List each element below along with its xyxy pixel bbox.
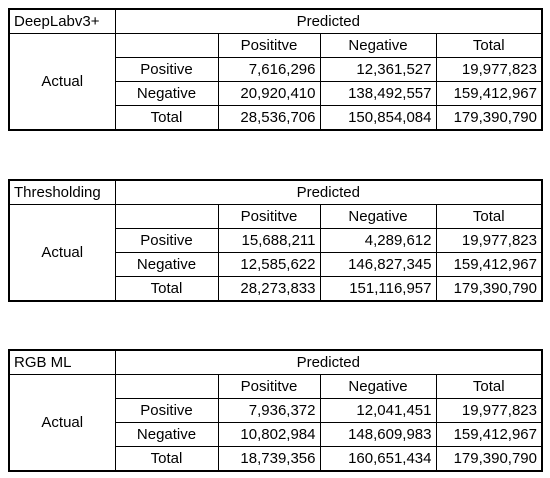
predicted-header: Predicted (114, 180, 543, 205)
cell-tn: 146,827,345 (319, 252, 437, 277)
col-header-positive: Posititve (217, 204, 321, 229)
row-header-positive: Positive (114, 57, 219, 82)
col-header-positive: Posititve (217, 374, 321, 399)
cell-total-actual-positive: 19,977,823 (435, 57, 543, 82)
cell-grand-total: 179,390,790 (435, 105, 543, 131)
method-name: Thresholding (8, 180, 116, 205)
empty-corner (114, 374, 219, 399)
row-header-total: Total (114, 446, 219, 472)
predicted-header: Predicted (114, 350, 543, 375)
actual-label: Actual (8, 374, 116, 472)
cell-total-actual-negative: 159,412,967 (435, 422, 543, 447)
col-header-positive: Posititve (217, 33, 321, 58)
cell-total-actual-negative: 159,412,967 (435, 81, 543, 106)
empty-corner (114, 204, 219, 229)
row-header-total: Total (114, 105, 219, 131)
row-header-negative: Negative (114, 252, 219, 277)
cell-tp: 15,688,211 (217, 228, 321, 253)
cell-fp: 10,802,984 (217, 422, 321, 447)
predicted-header: Predicted (114, 9, 543, 34)
cell-fn: 12,361,527 (319, 57, 437, 82)
cell-total-actual-negative: 159,412,967 (435, 252, 543, 277)
cell-tn: 148,609,983 (319, 422, 437, 447)
method-name: DeepLabv3+ (8, 9, 116, 34)
col-header-negative: Negative (319, 374, 437, 399)
col-header-negative: Negative (319, 33, 437, 58)
confusion-matrix-deeplabv3: DeepLabv3+ Predicted Actual Posititve Ne… (8, 8, 543, 131)
cell-total-pred-negative: 150,854,084 (319, 105, 437, 131)
cell-grand-total: 179,390,790 (435, 446, 543, 472)
row-header-positive: Positive (114, 398, 219, 423)
col-header-total: Total (435, 204, 543, 229)
cell-fp: 12,585,622 (217, 252, 321, 277)
cell-total-pred-positive: 28,536,706 (217, 105, 321, 131)
row-header-negative: Negative (114, 422, 219, 447)
cell-tp: 7,616,296 (217, 57, 321, 82)
col-header-negative: Negative (319, 204, 437, 229)
method-name: RGB ML (8, 350, 116, 375)
empty-corner (114, 33, 219, 58)
cell-total-actual-positive: 19,977,823 (435, 228, 543, 253)
col-header-total: Total (435, 33, 543, 58)
cell-fp: 20,920,410 (217, 81, 321, 106)
cell-grand-total: 179,390,790 (435, 276, 543, 302)
cell-total-pred-positive: 28,273,833 (217, 276, 321, 302)
cell-total-pred-negative: 151,116,957 (319, 276, 437, 302)
cell-tp: 7,936,372 (217, 398, 321, 423)
col-header-total: Total (435, 374, 543, 399)
actual-label: Actual (8, 33, 116, 131)
actual-label: Actual (8, 204, 116, 302)
cell-total-pred-negative: 160,651,434 (319, 446, 437, 472)
cell-total-actual-positive: 19,977,823 (435, 398, 543, 423)
cell-fn: 12,041,451 (319, 398, 437, 423)
cell-total-pred-positive: 18,739,356 (217, 446, 321, 472)
row-header-positive: Positive (114, 228, 219, 253)
confusion-matrix-thresholding: Thresholding Predicted Actual Posititve … (8, 179, 543, 302)
cell-fn: 4,289,612 (319, 228, 437, 253)
row-header-negative: Negative (114, 81, 219, 106)
cell-tn: 138,492,557 (319, 81, 437, 106)
confusion-matrix-rgb-ml: RGB ML Predicted Actual Posititve Negati… (8, 349, 543, 472)
row-header-total: Total (114, 276, 219, 302)
